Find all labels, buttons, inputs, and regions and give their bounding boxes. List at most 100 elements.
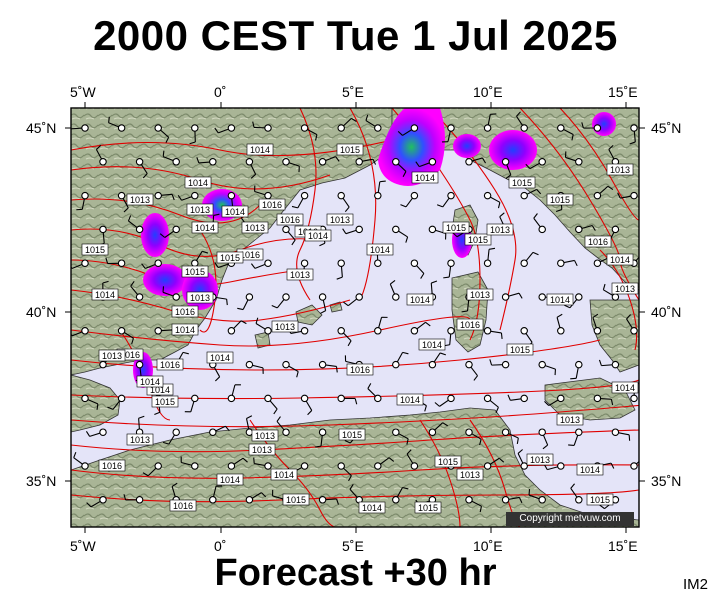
wind-barb-feather	[349, 483, 354, 490]
isobar-label-box	[411, 171, 439, 184]
station-circle	[81, 327, 89, 335]
isobar-label-box	[304, 229, 332, 242]
station-circle	[117, 394, 126, 403]
isobar-label: 1013	[190, 293, 210, 303]
isobar-label-box	[91, 288, 119, 301]
wind-barb-feather	[348, 475, 352, 482]
station-circle	[135, 360, 144, 369]
station-circle	[117, 124, 126, 132]
station-circle	[428, 360, 437, 369]
wind-barb-feather	[130, 280, 135, 287]
station-circle	[209, 496, 217, 504]
isobar-label-box	[81, 243, 109, 256]
station-circle	[557, 462, 565, 470]
station-circle	[428, 225, 437, 234]
wind-barb-feather	[141, 263, 146, 269]
station-circle	[282, 293, 290, 301]
isobar-label: 1015	[438, 457, 458, 467]
station-circle	[300, 259, 309, 267]
isobar-label-box	[251, 429, 279, 442]
isobar-label: 1015	[446, 223, 466, 233]
lat-label-left-45n: 45˚N	[26, 120, 57, 136]
isobar-label-box	[216, 473, 244, 486]
isobar-label-box	[326, 213, 354, 226]
isobar-label-box	[169, 499, 197, 512]
wind-barb-feather	[315, 134, 318, 141]
wind-barb-feather	[571, 134, 574, 141]
isobar-label-box	[184, 176, 212, 189]
wind-barb-feather	[431, 280, 438, 284]
station-circle	[300, 394, 309, 403]
isobar-label-box	[546, 293, 574, 306]
map-frame	[70, 107, 640, 528]
lon-label-top-15e: 15˚E	[608, 84, 638, 100]
wind-barb-feather	[556, 313, 563, 318]
wind-barb-feather	[397, 130, 403, 136]
isobar-label: 1013	[275, 322, 295, 332]
isobar-label-box	[286, 268, 314, 281]
wind-barb-feather	[479, 439, 482, 446]
station-circle	[99, 158, 107, 166]
station-circle	[575, 158, 583, 166]
isobar-label-box	[418, 338, 446, 351]
isobar-label: 1015	[512, 178, 532, 188]
wind-barb-feather	[250, 173, 257, 179]
wind-barb-feather	[574, 260, 578, 267]
wind-barb-feather	[436, 204, 443, 208]
station-circle	[282, 158, 290, 166]
isobar-label: 1014	[140, 377, 160, 387]
station-circle	[135, 158, 144, 166]
station-circle	[630, 124, 638, 132]
station-circle	[264, 191, 272, 200]
isobar-label: 1013	[560, 415, 580, 425]
wind-barb-feather	[420, 273, 425, 279]
wind-barb-feather	[138, 415, 145, 419]
wind-barb-feather	[406, 438, 409, 445]
isobar-label: 1014	[400, 395, 420, 405]
isobar-label-box	[526, 453, 554, 466]
station-circle	[593, 327, 602, 335]
isobar-label-box	[171, 305, 199, 318]
isobar-label-box	[171, 323, 199, 336]
wind-barb-feather	[202, 250, 209, 254]
station-circle	[611, 293, 620, 301]
isobar-label: 1015	[286, 495, 306, 505]
wind-barb-feather	[518, 292, 523, 299]
wind-barb-feather	[296, 371, 299, 378]
wind-barb-feather	[610, 399, 614, 406]
station-circle	[575, 360, 583, 369]
map-title: 2000 CEST Tue 1 Jul 2025	[93, 12, 618, 59]
station-circle	[575, 428, 583, 436]
station-circle	[154, 259, 162, 267]
wind-barb-feather	[570, 483, 576, 489]
isobar-label: 1013	[530, 455, 550, 465]
isobar-label: 1014	[610, 255, 630, 265]
isobar-label: 1015	[342, 430, 362, 440]
wind-barb-feather	[402, 171, 407, 177]
wind-barb-feather	[500, 332, 503, 339]
isobar-label: 1015	[550, 195, 570, 205]
isobar-label-box	[221, 205, 249, 218]
station-circle	[593, 394, 602, 403]
wind-barb-feather	[214, 262, 219, 268]
station-circle	[245, 158, 254, 166]
station-circle	[227, 327, 236, 335]
station-circle	[300, 191, 309, 200]
station-circle	[630, 191, 638, 200]
station-circle	[501, 428, 510, 436]
isobar-label-box	[241, 221, 269, 234]
station-circle	[410, 327, 419, 335]
station-circle	[465, 428, 473, 436]
wind-barb-feather	[86, 502, 92, 508]
isobar-label-box	[414, 501, 442, 514]
station-circle	[520, 462, 528, 470]
station-circle	[81, 394, 89, 403]
station-circle	[538, 360, 546, 369]
station-circle	[227, 191, 236, 200]
isobar-label: 1013	[130, 195, 150, 205]
axis-ticks	[65, 102, 645, 533]
wind-barb-feather	[271, 305, 278, 309]
station-circle	[117, 191, 126, 200]
isobar-label: 1014	[175, 325, 195, 335]
isobar-label: 1014	[195, 223, 215, 233]
